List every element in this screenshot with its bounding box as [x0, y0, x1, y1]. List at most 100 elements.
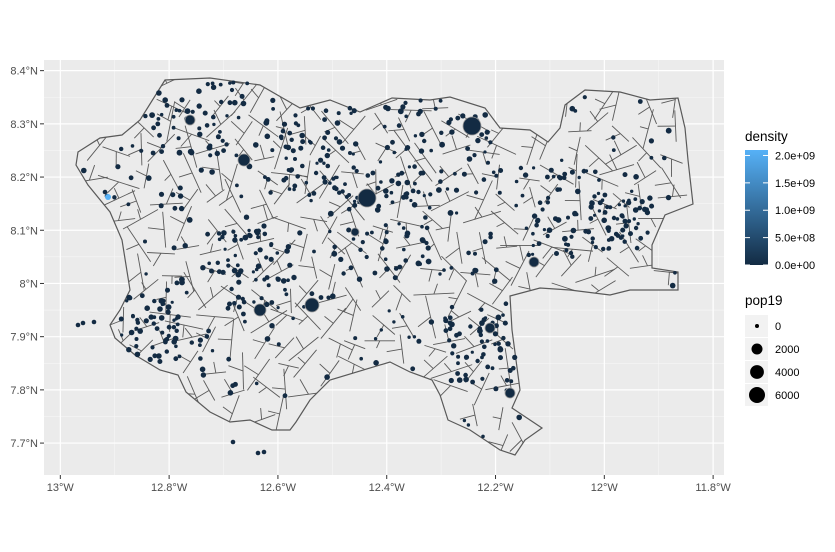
pop-point [297, 230, 303, 236]
pop-point [344, 194, 349, 199]
pop-point [313, 170, 319, 176]
cell-boundary [451, 310, 460, 318]
cell-boundary [599, 104, 617, 110]
pop-point [364, 254, 369, 260]
pop-point [322, 161, 326, 165]
cell-boundary [258, 386, 267, 394]
population-points [75, 80, 677, 456]
pop-point [542, 228, 547, 232]
pop-point [424, 225, 430, 231]
pop-point [324, 152, 330, 159]
pop-point [150, 150, 156, 156]
cell-boundary [423, 127, 433, 135]
pop-point [466, 250, 471, 256]
pop-point [514, 203, 518, 208]
pop-point [615, 217, 620, 221]
pop-point [158, 191, 165, 197]
pop-point [531, 252, 535, 256]
y-tick-label: 8°N [20, 278, 39, 290]
cell-boundary [194, 390, 210, 400]
pop-point [395, 180, 402, 187]
cell-boundary [443, 362, 452, 372]
pop-point [454, 332, 459, 338]
pop-point [134, 351, 141, 358]
pop-point [143, 113, 148, 119]
pop-point [483, 316, 488, 320]
pop-point [139, 148, 144, 153]
pop-point [545, 233, 550, 238]
cell-boundary [184, 327, 193, 338]
pop-point [196, 88, 202, 94]
pop-point [323, 108, 329, 113]
cell-boundary [492, 416, 501, 420]
cell-boundary [542, 221, 567, 236]
pop-point [336, 139, 343, 145]
cell-boundary [573, 136, 581, 165]
pop-point [455, 211, 459, 215]
pop-point [243, 319, 247, 324]
pop-point [293, 121, 298, 126]
pop-point [220, 138, 225, 143]
cell-boundary [667, 272, 670, 286]
cell-boundary [518, 285, 531, 290]
pop-point [404, 179, 411, 186]
pop-point [537, 200, 543, 205]
pop-point [256, 228, 261, 234]
pop-point [611, 215, 617, 221]
cell-boundary [589, 110, 599, 122]
cell-boundary [341, 171, 364, 175]
cell-boundary [467, 292, 503, 313]
pop-point-outlier [261, 449, 267, 455]
y-tick-label: 8.4°N [10, 66, 38, 78]
pop-point [456, 354, 461, 359]
pop-point [270, 97, 276, 103]
pop-point [634, 245, 640, 251]
pop-point [448, 377, 454, 384]
pop-point [335, 175, 339, 180]
pop-point [338, 256, 344, 262]
pop-point [623, 204, 627, 208]
pop-point [210, 84, 217, 91]
cell-boundary [181, 188, 199, 212]
cell-boundary [474, 273, 479, 288]
pop-point [590, 236, 595, 241]
pop-point [331, 176, 336, 181]
pop-point [322, 117, 327, 122]
cell-boundary [500, 375, 507, 386]
pop-point [282, 393, 288, 399]
pop-point [352, 202, 358, 208]
cell-boundary [568, 166, 577, 172]
pop-point [231, 80, 236, 85]
pop-point [462, 418, 467, 423]
pop-point [239, 194, 244, 199]
pop-point [373, 337, 378, 341]
pop-point [359, 356, 364, 361]
pop-point [224, 142, 229, 147]
pop-point [382, 124, 387, 129]
pop-point [504, 378, 510, 383]
cell-boundary [451, 135, 457, 150]
pop-point [573, 109, 578, 113]
pop-point [392, 275, 398, 281]
pop-point [410, 366, 416, 372]
pop-point [383, 188, 389, 194]
pop-point [492, 278, 498, 284]
pop-point [242, 234, 249, 241]
pop-point [383, 257, 388, 262]
pop-point [160, 330, 165, 335]
pop-point [170, 192, 176, 198]
cell-boundary [578, 181, 582, 221]
pop-point [227, 301, 232, 307]
pop-point [210, 349, 215, 353]
pop-point [215, 134, 221, 140]
pop-point [636, 222, 640, 226]
pop-point [166, 324, 172, 330]
pop-point [569, 234, 574, 239]
x-tick-label: 12.6°W [260, 482, 297, 494]
cell-boundary [423, 219, 433, 226]
pop-point [600, 198, 605, 202]
pop-point [268, 256, 274, 262]
pop-point [254, 381, 259, 386]
pop-point [447, 338, 452, 343]
pop-point [560, 158, 564, 162]
